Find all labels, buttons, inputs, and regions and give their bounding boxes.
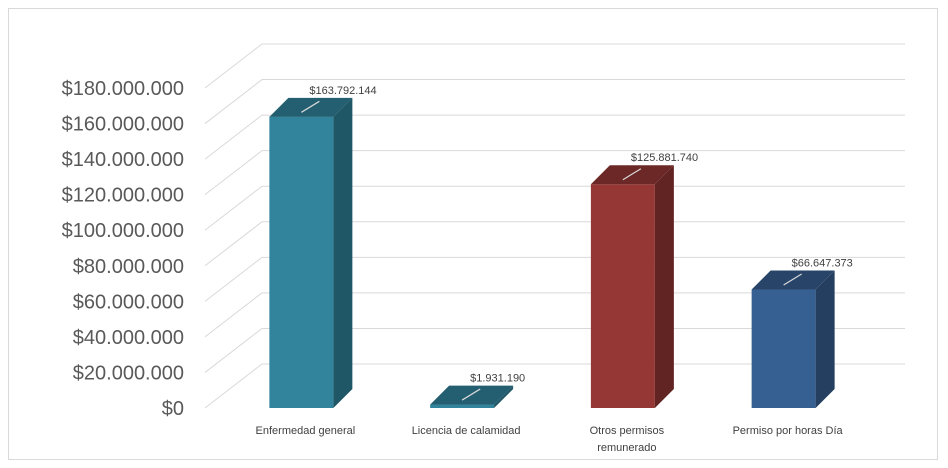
bar-front-face (590, 184, 655, 408)
data-label-leader (622, 168, 642, 181)
x-tick-label: Licencia de calamidad (412, 425, 521, 437)
bar (430, 385, 514, 408)
gridline (204, 292, 905, 338)
gridline (204, 79, 905, 124)
y-tick-label: $40.000.000 (73, 327, 184, 349)
gridline (204, 185, 905, 231)
y-tick-label: $20.000.000 (73, 362, 184, 384)
gridline (204, 150, 905, 196)
data-label-leader (783, 273, 802, 286)
bar-front-face (430, 404, 495, 408)
bar (590, 165, 674, 408)
bar-side-face (333, 97, 353, 408)
data-label-leader (461, 388, 481, 401)
x-axis-tick-labels: Enfermedad general Licencia de calamidad O… (256, 425, 844, 454)
data-label: $1.931.190 (470, 373, 525, 385)
gridline (204, 256, 905, 302)
gridline (204, 221, 905, 267)
bar-side-face (815, 270, 835, 408)
bar-front-face (269, 116, 334, 408)
data-label: $125.881.740 (631, 152, 698, 164)
y-tick-label: $160.000.000 (62, 114, 184, 136)
bar (751, 270, 835, 408)
bar-top-face (269, 97, 353, 117)
y-tick-label: $180.000.000 (62, 78, 184, 100)
gridline (204, 114, 905, 160)
bar-top-face (430, 385, 514, 405)
y-tick-label: $140.000.000 (62, 149, 184, 171)
bar-front-face (751, 289, 816, 408)
gridline (204, 43, 905, 89)
bar-top-face (751, 270, 835, 290)
gridline (204, 327, 905, 373)
bar-side-face (654, 165, 674, 408)
y-tick-label: $0 (162, 398, 184, 420)
y-tick-label: $80.000.000 (73, 256, 184, 278)
y-tick-label: $120.000.000 (62, 185, 184, 207)
data-label: $163.792.144 (309, 85, 376, 97)
x-tick-label: Otros permisos (590, 425, 665, 437)
y-tick-label: $60.000.000 (73, 291, 184, 313)
data-label-leader (301, 100, 320, 113)
bar-top-face (590, 165, 674, 185)
bars (269, 97, 835, 408)
y-tick-label: $100.000.000 (62, 220, 184, 242)
x-tick-label: Enfermedad general (256, 425, 356, 437)
x-tick-label: Permiso por horas Día (733, 425, 844, 437)
bar (269, 97, 353, 408)
x-tick-label: remunerado (597, 442, 656, 454)
data-label: $66.647.373 (792, 258, 853, 270)
gridlines (204, 43, 905, 409)
bar-side-face (494, 385, 514, 408)
data-labels: $163.792.144 $1.931.190 $125.881.740 $66.64… (301, 85, 853, 401)
y-axis-tick-labels: $0 $20.000.000 $40.000.000 $60.000.000 $80.0… (62, 78, 184, 420)
gridline (204, 363, 905, 409)
